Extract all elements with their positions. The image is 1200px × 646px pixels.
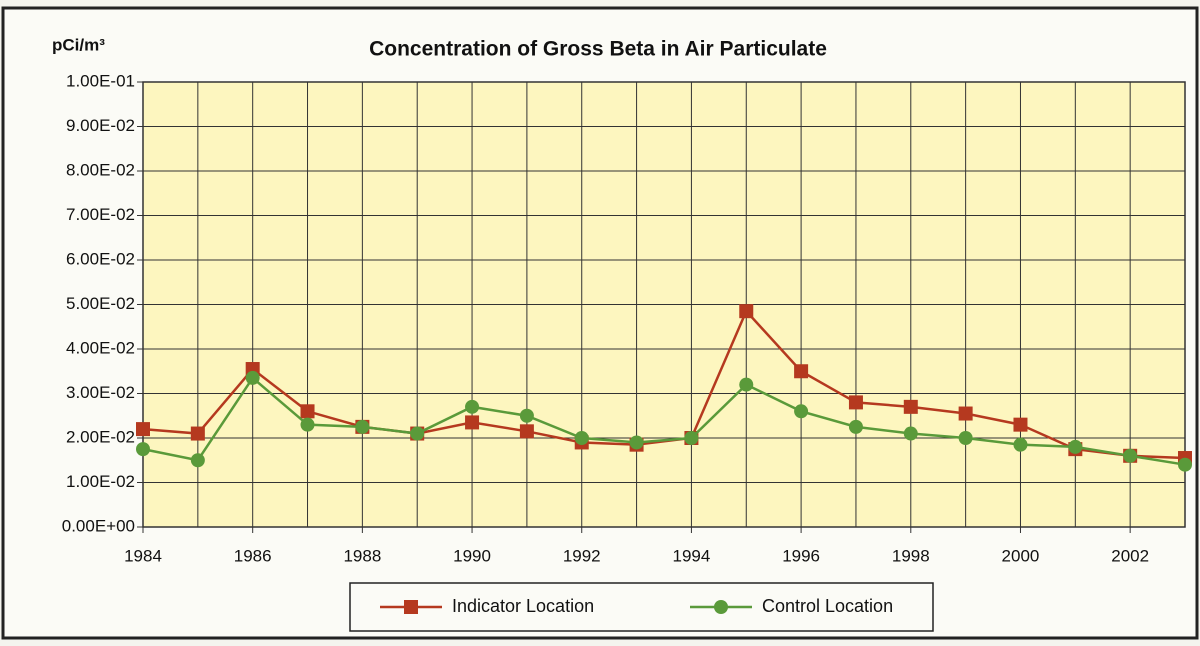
marker	[958, 431, 973, 445]
marker	[190, 453, 205, 468]
marker	[300, 417, 315, 432]
marker	[190, 426, 205, 441]
x-tick-label: 2002	[1111, 546, 1149, 565]
marker	[848, 395, 863, 410]
marker	[794, 404, 809, 419]
x-tick-label: 1994	[673, 546, 711, 565]
marker	[739, 304, 754, 319]
marker	[1013, 437, 1028, 452]
marker	[136, 422, 150, 437]
legend-label: Indicator Location	[452, 596, 594, 616]
x-tick-label: 1984	[124, 546, 162, 565]
x-tick-label: 1990	[453, 546, 491, 565]
marker	[465, 399, 480, 414]
marker	[410, 426, 425, 441]
marker	[1068, 439, 1083, 454]
marker	[465, 415, 480, 430]
x-tick-label: 2000	[1002, 546, 1040, 565]
marker	[848, 419, 863, 434]
series-line	[142, 376, 1186, 466]
x-tick-label: 1988	[343, 546, 381, 565]
marker	[794, 364, 809, 379]
marker	[574, 431, 589, 445]
y-tick-label: 0.00E+00	[62, 516, 135, 535]
marker	[1013, 417, 1028, 432]
y-tick-label: 6.00E-02	[66, 249, 135, 268]
marker	[1123, 448, 1138, 463]
y-tick-label: 9.00E-02	[66, 116, 135, 135]
plot-border	[142, 81, 1186, 528]
y-tick-label: 7.00E-02	[66, 205, 135, 224]
marker	[739, 377, 754, 392]
legend-label: Control Location	[762, 596, 893, 616]
marker	[355, 419, 370, 434]
legend-marker	[404, 600, 418, 614]
y-tick-label: 8.00E-02	[66, 160, 135, 179]
chart-title: Concentration of Gross Beta in Air Parti…	[369, 38, 827, 61]
x-tick-label: 1992	[563, 546, 601, 565]
marker	[903, 426, 918, 441]
y-tick-label: 5.00E-02	[66, 294, 135, 313]
marker	[136, 442, 150, 457]
x-tick-label: 1996	[782, 546, 820, 565]
legend-marker	[714, 600, 728, 614]
marker	[519, 424, 534, 439]
marker	[300, 404, 315, 419]
marker	[1178, 457, 1192, 472]
y-unit: pCi/m³	[52, 35, 105, 54]
y-tick-label: 3.00E-02	[66, 383, 135, 402]
marker	[519, 408, 534, 423]
x-tick-label: 1998	[892, 546, 930, 565]
x-tick-label: 1986	[234, 546, 272, 565]
marker	[958, 406, 973, 421]
legend	[349, 582, 934, 632]
marker	[245, 370, 260, 385]
y-tick-label: 2.00E-02	[66, 427, 135, 446]
marker	[684, 431, 699, 445]
y-tick-label: 1.00E-02	[66, 472, 135, 491]
y-tick-label: 4.00E-02	[66, 338, 135, 357]
marker	[629, 435, 644, 450]
y-tick-label: 1.00E-01	[66, 71, 135, 90]
marker	[903, 399, 918, 414]
